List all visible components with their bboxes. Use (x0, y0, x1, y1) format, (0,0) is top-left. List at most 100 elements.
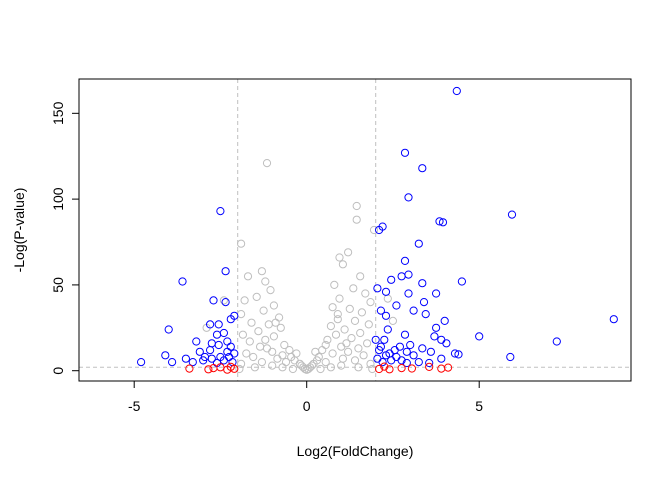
data-point (226, 315, 235, 324)
reference-lines (79, 79, 631, 381)
data-point (328, 303, 337, 312)
data-point (375, 364, 384, 374)
data-point (262, 344, 272, 353)
data-point (392, 352, 401, 362)
data-point (400, 148, 410, 157)
data-point (404, 289, 413, 298)
data-point (206, 346, 215, 355)
data-point (380, 362, 389, 371)
data-point (361, 289, 370, 298)
data-point (323, 335, 332, 344)
data-point (261, 335, 270, 344)
data-point (414, 358, 423, 367)
data-point (356, 328, 365, 338)
data-point (438, 218, 448, 227)
data-point (425, 362, 434, 371)
data-point (237, 359, 246, 368)
data-point (333, 315, 342, 324)
data-point (378, 358, 387, 367)
data-point (437, 335, 446, 344)
data-point (223, 337, 232, 346)
data-point (383, 325, 392, 334)
data-point (281, 358, 291, 367)
data-point (354, 363, 363, 372)
data-point (366, 298, 375, 307)
data-point (195, 347, 204, 356)
data-point (381, 311, 391, 320)
data-point (269, 332, 278, 341)
data-point (266, 286, 275, 295)
data-point (240, 296, 249, 305)
data-point (200, 352, 209, 362)
data-point (273, 354, 282, 363)
data-point (221, 267, 230, 276)
data-point (228, 358, 237, 367)
data-point (369, 225, 379, 235)
data-point (340, 325, 349, 334)
data-point (350, 356, 360, 365)
data-point (400, 256, 410, 265)
data-point (432, 289, 441, 298)
data-point (161, 351, 170, 360)
x-axis-label: Log2(FoldChange) (297, 443, 414, 459)
data-point (397, 272, 406, 281)
data-point (207, 339, 216, 348)
data-point (347, 334, 356, 343)
data-point (418, 279, 427, 288)
y-tick-label: 100 (50, 187, 66, 211)
data-point (363, 339, 372, 348)
y-tick-label: 0 (50, 367, 66, 375)
data-point (178, 277, 187, 286)
data-point (352, 201, 361, 211)
data-point (216, 363, 225, 372)
data-point (254, 327, 263, 336)
data-point (371, 335, 380, 344)
data-point (414, 239, 423, 248)
data-point (342, 339, 351, 348)
data-point (506, 352, 515, 362)
data-point (259, 306, 268, 315)
data-point (381, 287, 391, 296)
data-point (226, 342, 235, 351)
data-point (257, 267, 266, 276)
data-point (316, 364, 325, 374)
data-point (345, 304, 354, 313)
data-point (285, 346, 294, 355)
data-point (437, 354, 446, 363)
data-point (380, 335, 389, 344)
data-point (243, 272, 253, 281)
data-point (271, 318, 280, 327)
data-point (400, 330, 410, 339)
data-point (209, 296, 218, 305)
data-point (338, 260, 347, 269)
data-point (392, 301, 401, 310)
data-point (247, 318, 256, 327)
data-point (454, 350, 463, 359)
data-point (242, 349, 251, 358)
data-point (450, 349, 460, 358)
data-point (185, 364, 194, 373)
data-point (442, 339, 451, 348)
data-point (390, 346, 399, 355)
data-point (261, 277, 270, 286)
data-point (235, 364, 244, 374)
data-point (137, 358, 146, 367)
data-point (268, 361, 277, 370)
data-point (333, 310, 342, 319)
data-point (237, 310, 246, 319)
data-point (337, 361, 346, 370)
data-point (426, 347, 435, 356)
data-point (321, 358, 330, 367)
data-point (435, 217, 444, 226)
data-point (409, 351, 418, 360)
data-point (387, 275, 396, 284)
data-points (137, 86, 618, 374)
data-point (552, 337, 561, 346)
data-point (349, 284, 358, 293)
data-point (359, 351, 368, 360)
data-point (338, 354, 347, 363)
data-point (402, 358, 411, 368)
data-point (328, 349, 337, 358)
data-point (352, 215, 361, 224)
